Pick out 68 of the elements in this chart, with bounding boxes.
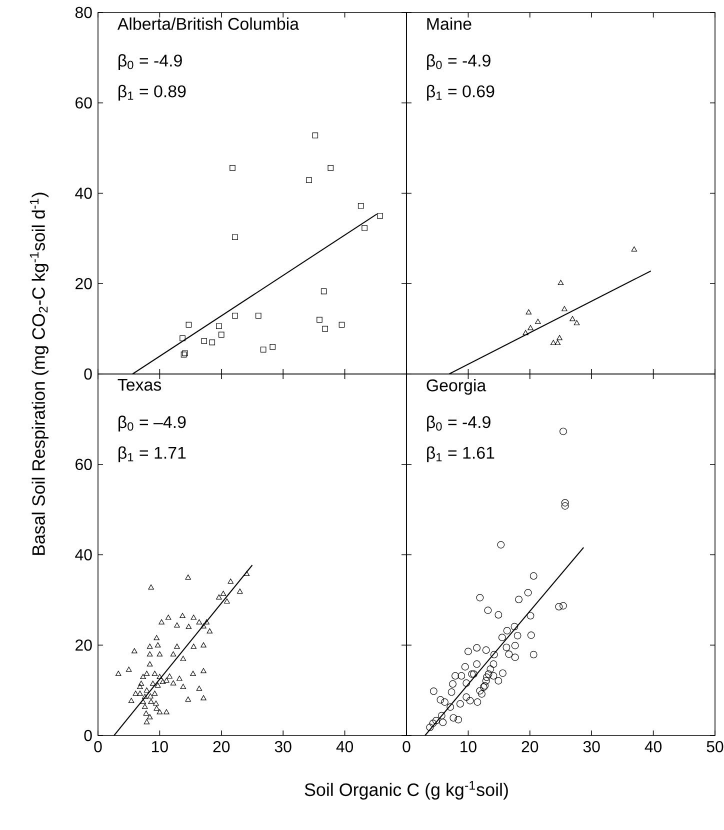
point <box>574 320 580 326</box>
point <box>186 322 192 328</box>
x-tick-label: 10 <box>152 741 168 752</box>
point <box>554 340 561 346</box>
x-axis-title: Soil Organic C (g kg$^{-1}$soil) <box>304 781 508 800</box>
point <box>230 165 236 171</box>
annotation: β$_{0}$ = -4.9 <box>427 416 490 432</box>
y-tick-label: 0 <box>84 368 92 380</box>
annotation: β$_{1}$ = 1.71 <box>118 446 186 462</box>
x-tick-label: 30 <box>583 741 600 752</box>
point <box>306 177 312 184</box>
annotation: β$_{1}$ = 0.89 <box>118 84 186 101</box>
point <box>522 330 528 336</box>
point <box>260 346 266 352</box>
point <box>320 288 327 294</box>
chart-title: Georgia <box>426 378 486 395</box>
x-tick-label: 0 <box>94 741 102 752</box>
point <box>270 344 276 350</box>
point <box>209 339 216 346</box>
y-tick-label: 40 <box>75 549 92 560</box>
x-tick-label: 40 <box>336 741 354 752</box>
x-tick-label: 20 <box>522 741 538 752</box>
annotation: β$_{0}$ = -4.9 <box>118 54 182 70</box>
point <box>218 332 224 338</box>
point <box>316 316 322 323</box>
point <box>631 246 638 252</box>
x-tick-label: 20 <box>213 741 230 752</box>
y-tick-label: 20 <box>76 639 92 651</box>
annotation: β$_{1}$ = 1.61 <box>427 446 494 462</box>
point <box>256 312 262 319</box>
point <box>550 340 556 346</box>
annotation: β$_{1}$ = 0.69 <box>427 84 494 101</box>
x-tick-label: 40 <box>644 741 662 752</box>
point <box>535 318 541 324</box>
y-axis-title: Basal Soil Respiration (mg CO$_{2}$-C kg$^{-1}$soil d$^{-1}$) <box>30 192 48 555</box>
y-tick-label: 60 <box>76 97 92 109</box>
point <box>201 338 208 344</box>
point <box>362 225 368 231</box>
point <box>570 316 576 322</box>
y-tick-label: 0 <box>84 730 92 742</box>
point <box>216 323 222 329</box>
point <box>556 335 562 340</box>
point <box>562 306 568 312</box>
chart-title: Texas <box>118 378 162 391</box>
x-tick-label: 10 <box>460 741 476 752</box>
point <box>322 326 328 332</box>
point <box>232 312 238 319</box>
point <box>377 212 383 219</box>
point <box>312 132 318 138</box>
x-tick-label: 30 <box>274 741 292 752</box>
point <box>180 335 186 342</box>
y-tick-label: 60 <box>76 458 92 470</box>
chart-title: Maine <box>427 17 472 30</box>
point <box>232 234 238 240</box>
point <box>328 165 334 171</box>
annotation: β$_{0}$ = -4.9 <box>427 54 490 70</box>
point <box>528 325 534 330</box>
point <box>526 309 532 314</box>
y-tick-label: 80 <box>75 6 92 18</box>
point <box>338 322 345 328</box>
chart-title: Alberta/British Columbia <box>117 17 300 30</box>
y-tick-label: 40 <box>75 188 92 199</box>
x-tick-label: 0 <box>402 741 410 752</box>
x-tick-label: 50 <box>706 741 724 752</box>
point <box>558 280 564 285</box>
point <box>358 203 364 209</box>
y-tick-label: 20 <box>76 278 92 290</box>
annotation: β$_{0}$ = –4.9 <box>118 416 186 432</box>
